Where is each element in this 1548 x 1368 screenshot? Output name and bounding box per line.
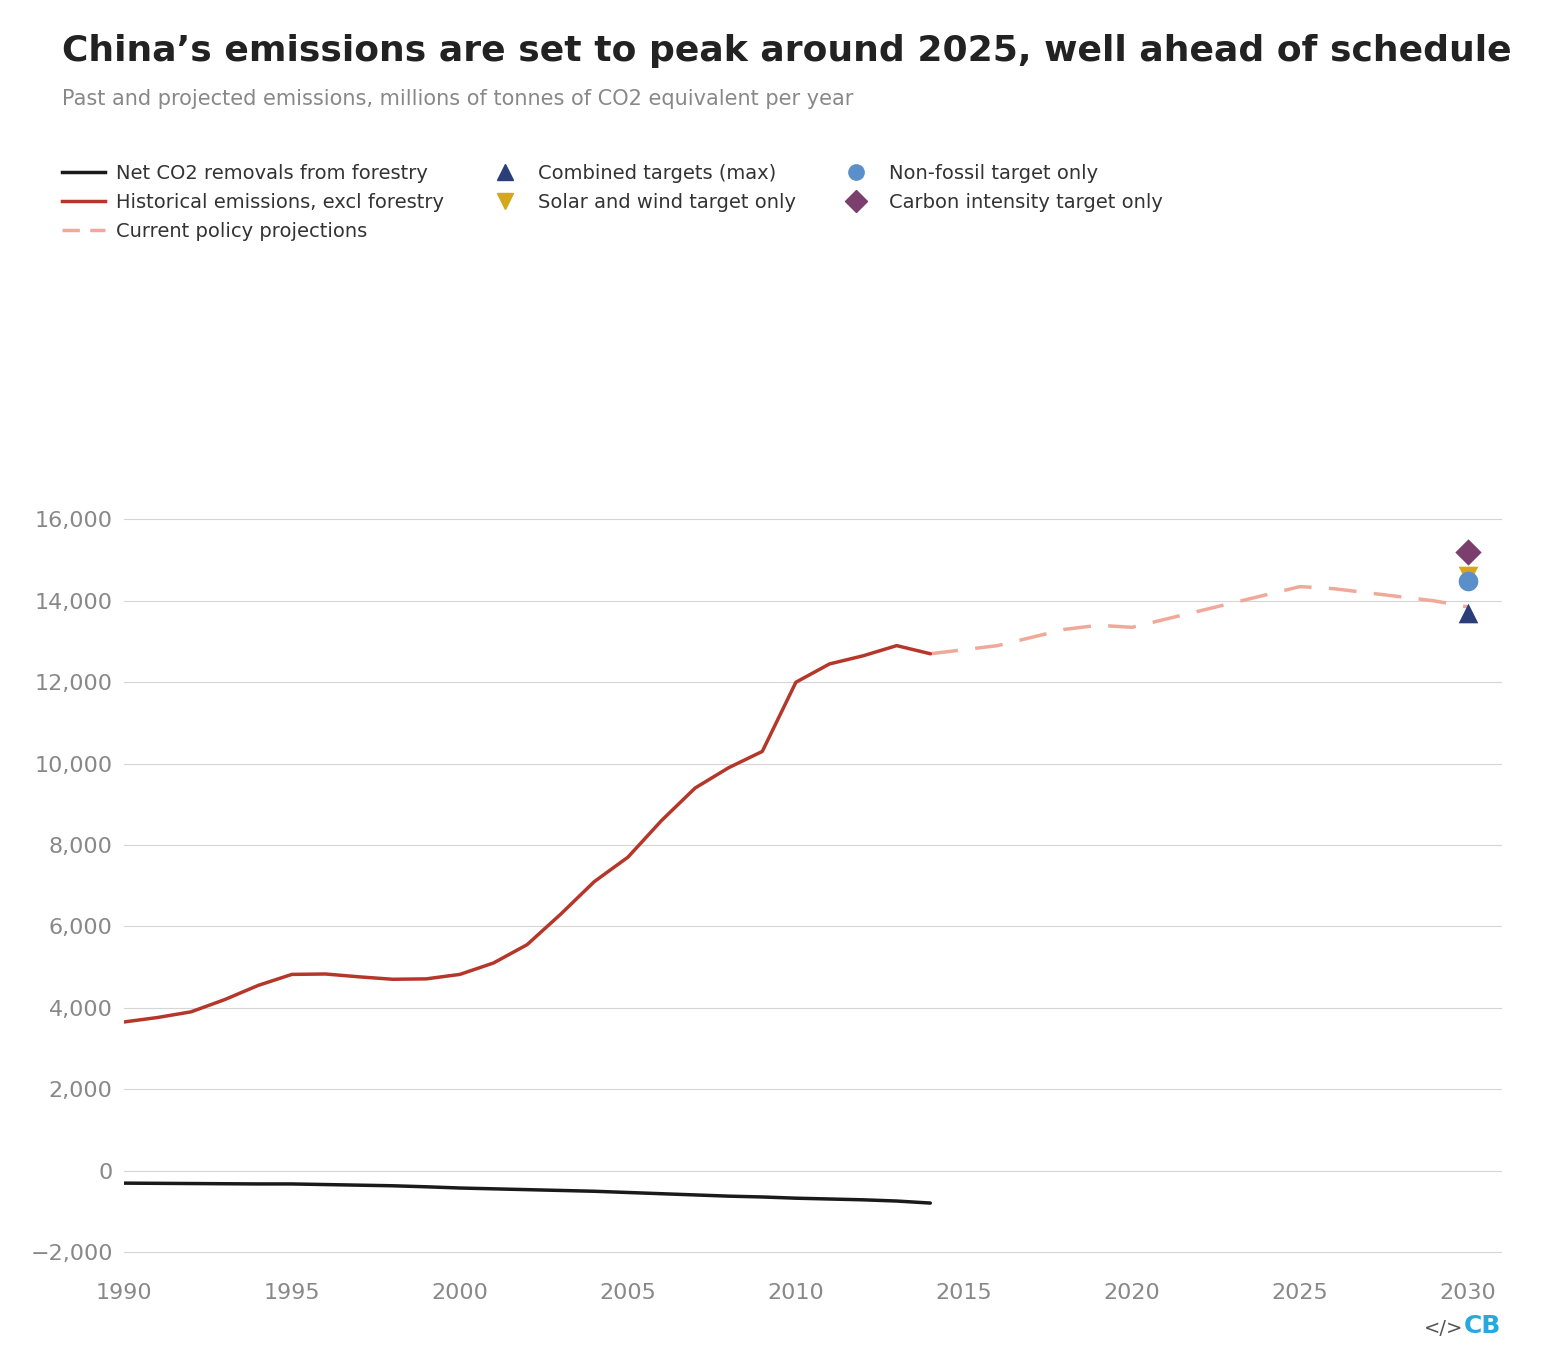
Text: Past and projected emissions, millions of tonnes of CO2 equivalent per year: Past and projected emissions, millions o… [62,89,853,109]
Point [1455,602,1480,624]
Point [1455,569,1480,591]
Text: China’s emissions are set to peak around 2025, well ahead of schedule: China’s emissions are set to peak around… [62,34,1511,68]
Legend: Net CO2 removals from forestry, Historical emissions, excl forestry, Current pol: Net CO2 removals from forestry, Historic… [62,164,1163,241]
Point [1455,542,1480,564]
Point [1455,565,1480,587]
Text: </>: </> [1424,1319,1463,1338]
Text: CB: CB [1464,1313,1502,1338]
